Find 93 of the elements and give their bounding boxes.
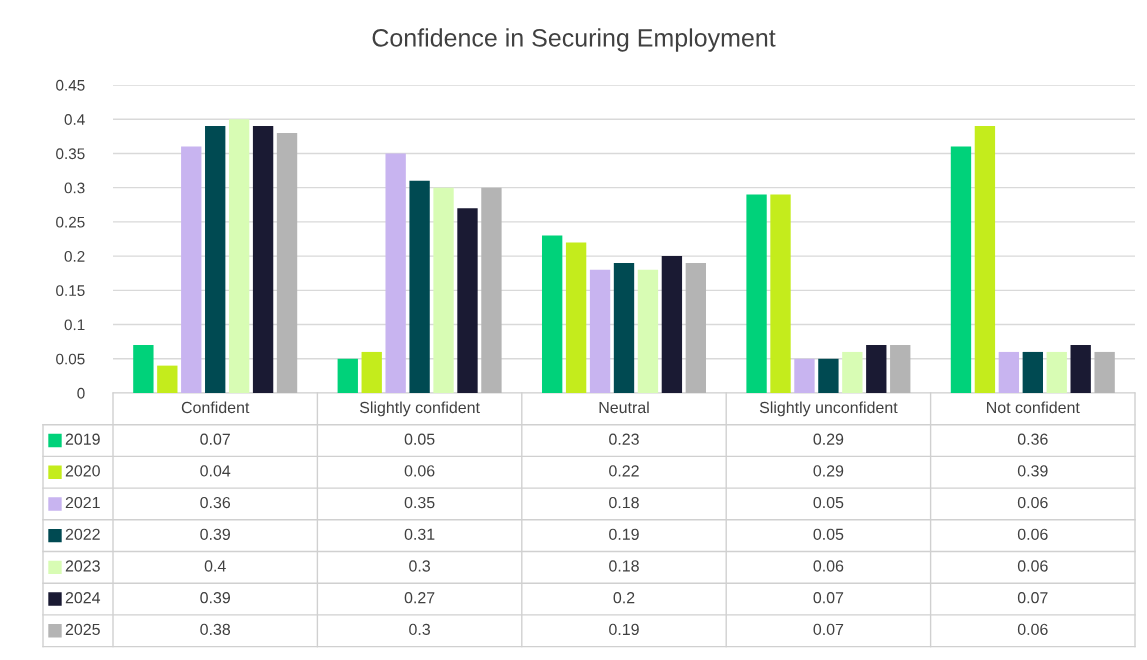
bar <box>866 345 887 393</box>
data-label: 0.3 <box>409 623 430 636</box>
x-tick-label: Confident <box>181 401 250 414</box>
legend-label: 2024 <box>65 592 101 604</box>
y-tick-label: 0.2 <box>64 250 85 262</box>
bar <box>685 262 707 393</box>
data-label: 0.06 <box>1017 528 1048 540</box>
data-label: 0.19 <box>609 528 639 540</box>
bar <box>1046 351 1067 393</box>
y-tick-label: 0.15 <box>56 285 85 297</box>
data-label: 0.04 <box>200 465 231 477</box>
bar <box>1070 345 1091 393</box>
chart-title: Confidence in Securing Employment <box>372 28 776 52</box>
legend-label: 2023 <box>65 560 100 572</box>
data-label: 0.31 <box>404 528 435 540</box>
data-label: 0.29 <box>813 465 844 477</box>
bar <box>890 345 911 393</box>
data-label: 0.39 <box>1017 465 1048 477</box>
data-label: 0.38 <box>200 623 231 636</box>
bar <box>950 146 972 393</box>
x-tick-label: Neutral <box>599 401 649 414</box>
bar <box>541 235 563 393</box>
data-label: 0.4 <box>204 560 226 572</box>
data-label: 0.35 <box>404 496 435 509</box>
bar <box>276 132 298 393</box>
data-label: 0.06 <box>1017 560 1048 572</box>
legend-label: 2022 <box>65 528 100 540</box>
data-label: 0.18 <box>609 560 639 572</box>
data-label: 0.06 <box>1017 623 1048 636</box>
data-label: 0.2 <box>613 592 635 604</box>
y-tick-label: 0.45 <box>56 79 85 91</box>
y-tick-label: 0.4 <box>64 114 85 125</box>
bar <box>228 119 250 393</box>
bar <box>385 153 406 393</box>
legend-label: 2025 <box>65 623 100 636</box>
x-tick-label: Not confident <box>987 401 1080 414</box>
bar <box>998 351 1020 393</box>
bar <box>361 351 382 393</box>
legend-label: 2019 <box>65 433 100 445</box>
legend-label: 2021 <box>65 496 100 509</box>
data-label: 0.05 <box>813 496 844 509</box>
bar <box>133 345 154 393</box>
legend-label: 2020 <box>65 465 100 477</box>
bar <box>433 187 454 393</box>
bar <box>589 269 611 393</box>
bar <box>252 126 274 393</box>
bar <box>1022 351 1043 393</box>
bar <box>974 126 996 393</box>
bar <box>818 358 839 393</box>
data-label: 0.23 <box>609 433 639 445</box>
data-label: 0.07 <box>813 592 844 604</box>
bar <box>613 262 635 393</box>
bar <box>337 358 358 393</box>
bar <box>409 180 430 393</box>
data-label: 0.07 <box>813 623 844 636</box>
data-label: 0.19 <box>609 623 639 636</box>
data-label: 0.27 <box>404 592 435 604</box>
data-label: 0.18 <box>609 496 639 509</box>
bar <box>770 194 791 393</box>
x-tick-label: Slightly confident <box>359 401 480 417</box>
bar <box>746 194 767 393</box>
data-label: 0.29 <box>813 433 844 445</box>
data-label: 0.36 <box>200 496 231 509</box>
bar <box>565 242 587 393</box>
bar <box>181 146 202 393</box>
bar <box>842 351 863 393</box>
bar <box>794 358 815 393</box>
bar <box>205 126 226 393</box>
x-tick-label: Slightly unconfident <box>759 401 898 417</box>
bar <box>1094 351 1115 393</box>
bar <box>661 256 683 393</box>
data-label: 0.07 <box>1017 592 1048 604</box>
data-label: 0.36 <box>1017 433 1048 445</box>
data-label: 0.3 <box>409 560 430 572</box>
data-label: 0.06 <box>404 465 435 477</box>
y-tick-label: 0.25 <box>56 216 85 228</box>
y-tick-label: 0.05 <box>56 353 85 365</box>
data-label: 0.22 <box>609 465 639 477</box>
y-tick-label: 0.35 <box>56 148 85 160</box>
data-label: 0.06 <box>813 560 844 572</box>
bar <box>481 187 502 393</box>
y-tick-label: 0.1 <box>64 319 85 331</box>
data-label: 0.39 <box>200 528 230 540</box>
data-label: 0.07 <box>200 433 230 445</box>
y-tick-label: 0.3 <box>64 182 85 194</box>
data-label: 0.05 <box>813 528 844 540</box>
y-tick-label: 0 <box>77 387 85 399</box>
bar <box>157 365 178 393</box>
data-label: 0.05 <box>404 433 435 445</box>
data-label: 0.06 <box>1017 496 1048 509</box>
bar <box>457 208 478 393</box>
data-label: 0.39 <box>200 592 230 604</box>
bar <box>637 269 659 393</box>
